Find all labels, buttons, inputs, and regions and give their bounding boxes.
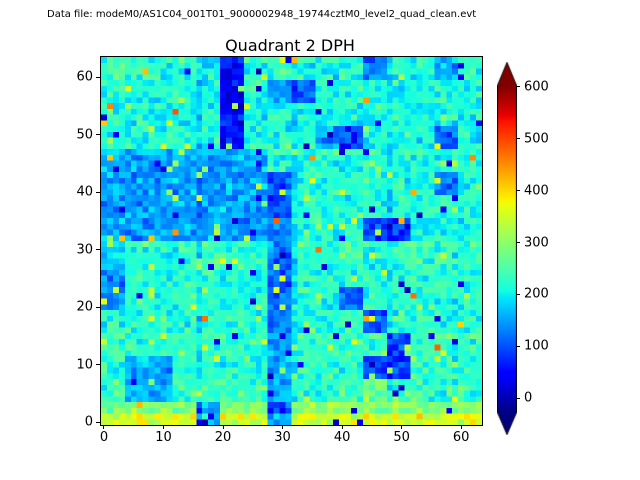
- colorbar-tick-mark: [516, 190, 520, 191]
- colorbar-tick-mark: [516, 138, 520, 140]
- colorbar-tick-label: 200: [524, 286, 549, 302]
- y-tick-mark: [96, 249, 100, 251]
- y-tick-mark: [96, 76, 100, 78]
- x-tick-mark: [222, 425, 224, 429]
- x-tick-mark: [401, 425, 403, 429]
- y-tick-mark: [96, 134, 100, 136]
- colorbar-tick-label: 100: [524, 338, 549, 354]
- colorbar-tick-label: 300: [524, 235, 549, 250]
- y-tick-label: 40: [76, 184, 93, 200]
- x-tick-mark: [282, 425, 284, 429]
- colorbar-tick-mark: [516, 242, 520, 243]
- y-tick-label: 0: [84, 414, 93, 430]
- colorbar-tick-mark: [516, 86, 520, 88]
- x-tick-label: 40: [333, 430, 351, 445]
- y-tick-label: 30: [76, 242, 93, 258]
- colorbar-tick-label: 400: [524, 183, 549, 198]
- colorbar-tick-label: 600: [524, 79, 549, 95]
- x-tick-label: 30: [274, 430, 291, 445]
- colorbar-tick-label: 0: [524, 390, 533, 406]
- y-tick-mark: [96, 191, 100, 193]
- x-tick-mark: [103, 425, 105, 429]
- y-tick-mark: [96, 364, 100, 366]
- x-tick-label: 10: [155, 430, 172, 445]
- heatmap-canvas: [101, 57, 482, 425]
- y-tick-label: 20: [76, 299, 93, 315]
- colorbar-tick-mark: [516, 293, 520, 295]
- x-tick-label: 0: [99, 430, 109, 445]
- colorbar-tick-mark: [516, 345, 520, 347]
- colorbar: [497, 62, 517, 435]
- x-tick-mark: [341, 425, 343, 429]
- y-tick-label: 60: [76, 69, 93, 85]
- y-tick-mark: [96, 421, 100, 423]
- datafile-annotation: Data file: modeM0/AS1C04_001T01_90000029…: [47, 9, 477, 20]
- colorbar-tick-label: 500: [524, 131, 549, 147]
- x-tick-label: 50: [393, 430, 410, 445]
- x-tick-mark: [163, 425, 164, 429]
- y-tick-label: 50: [76, 127, 93, 143]
- y-tick-label: 10: [76, 357, 93, 373]
- plot-title: Quadrant 2 DPH: [225, 36, 355, 55]
- x-tick-label: 20: [214, 430, 232, 445]
- plot-area: [100, 56, 483, 426]
- x-tick-label: 60: [452, 430, 470, 445]
- y-tick-mark: [96, 306, 100, 308]
- colorbar-tick-mark: [516, 397, 520, 399]
- x-tick-mark: [460, 425, 462, 429]
